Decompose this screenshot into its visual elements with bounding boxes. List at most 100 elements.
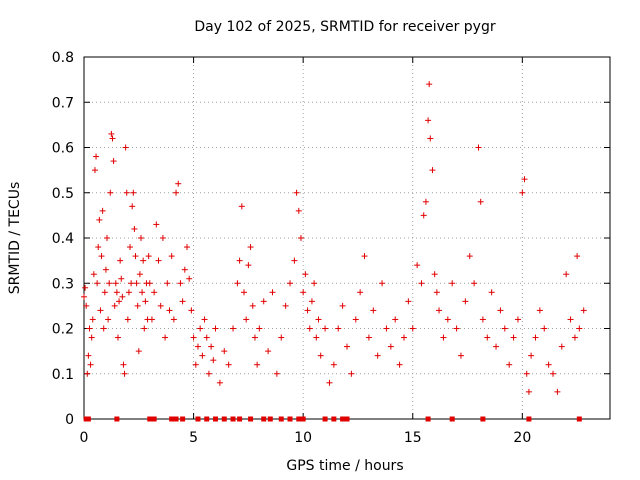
- y-tick-label: 0.1: [52, 367, 74, 383]
- zero-value-point: [248, 416, 254, 422]
- data-point: [576, 325, 583, 332]
- data-point: [278, 334, 285, 341]
- data-point: [335, 325, 342, 332]
- data-point: [365, 334, 372, 341]
- zero-value-point: [195, 416, 201, 422]
- data-point: [83, 302, 90, 309]
- data-point: [269, 289, 276, 296]
- data-point: [162, 334, 169, 341]
- data-point: [409, 325, 416, 332]
- data-point: [117, 257, 124, 264]
- data-point: [199, 352, 206, 359]
- data-point: [291, 257, 298, 264]
- data-point: [429, 167, 436, 174]
- data-point: [431, 271, 438, 278]
- data-point: [426, 81, 433, 88]
- data-point: [300, 289, 307, 296]
- data-point: [536, 307, 543, 314]
- data-point: [234, 280, 241, 287]
- data-point: [118, 275, 125, 282]
- data-point: [383, 325, 390, 332]
- zero-value-point: [300, 416, 306, 422]
- data-point: [558, 343, 565, 350]
- data-point: [119, 293, 126, 300]
- zero-value-point: [267, 416, 273, 422]
- data-point: [574, 253, 581, 260]
- data-point: [130, 189, 137, 196]
- data-point: [453, 325, 460, 332]
- data-point: [541, 325, 548, 332]
- x-tick-label: 0: [80, 430, 89, 446]
- zero-value-point: [331, 416, 337, 422]
- data-point: [322, 325, 329, 332]
- data-point: [514, 316, 521, 323]
- data-point: [317, 352, 324, 359]
- data-point: [282, 302, 289, 309]
- data-point: [449, 280, 456, 287]
- data-point: [102, 266, 109, 273]
- data-point: [352, 316, 359, 323]
- data-point: [571, 334, 578, 341]
- data-point: [396, 361, 403, 368]
- data-point: [238, 203, 245, 210]
- data-point: [86, 325, 93, 332]
- data-point: [125, 289, 132, 296]
- data-point: [170, 316, 177, 323]
- data-point: [387, 343, 394, 350]
- zero-value-point: [526, 416, 532, 422]
- data-point: [405, 298, 412, 305]
- data-point: [414, 262, 421, 269]
- zero-value-point: [576, 416, 582, 422]
- data-point: [370, 307, 377, 314]
- data-point: [265, 348, 272, 355]
- zero-value-point: [147, 416, 153, 422]
- y-tick-label: 0.6: [52, 141, 74, 157]
- data-point: [201, 316, 208, 323]
- zero-value-point: [204, 416, 210, 422]
- data-point: [96, 216, 103, 223]
- data-point: [348, 370, 355, 377]
- data-point: [506, 361, 513, 368]
- y-tick-label: 0: [65, 412, 74, 428]
- data-point: [216, 379, 223, 386]
- y-tick-label: 0.7: [52, 95, 74, 111]
- data-point: [124, 316, 131, 323]
- data-point: [236, 257, 243, 264]
- data-point: [254, 361, 261, 368]
- data-point: [436, 307, 443, 314]
- data-point: [203, 334, 210, 341]
- zero-value-point: [151, 416, 157, 422]
- data-point: [181, 266, 188, 273]
- data-point: [230, 325, 237, 332]
- data-point: [166, 307, 173, 314]
- data-point: [330, 361, 337, 368]
- data-point: [225, 361, 232, 368]
- zero-value-point: [449, 416, 455, 422]
- data-point: [104, 235, 111, 241]
- data-point: [100, 325, 107, 332]
- y-tick-label: 0.2: [52, 322, 74, 338]
- data-point: [357, 289, 364, 296]
- data-point: [95, 244, 102, 251]
- data-point: [550, 370, 557, 377]
- data-point: [379, 280, 386, 287]
- data-point: [479, 316, 486, 323]
- zero-value-point: [221, 416, 227, 422]
- data-point: [545, 361, 552, 368]
- data-point: [210, 357, 217, 364]
- data-point: [243, 316, 250, 323]
- zero-value-point: [261, 416, 267, 422]
- data-point: [523, 370, 530, 377]
- data-point: [425, 117, 432, 124]
- data-point: [107, 189, 114, 196]
- data-point: [155, 257, 162, 264]
- zero-value-point: [169, 416, 175, 422]
- data-point: [462, 298, 469, 305]
- data-point: [295, 207, 302, 214]
- data-point: [488, 289, 495, 296]
- data-point: [212, 325, 219, 332]
- data-point: [251, 334, 258, 341]
- data-point: [140, 257, 147, 264]
- data-point: [422, 198, 429, 205]
- data-point: [88, 334, 95, 341]
